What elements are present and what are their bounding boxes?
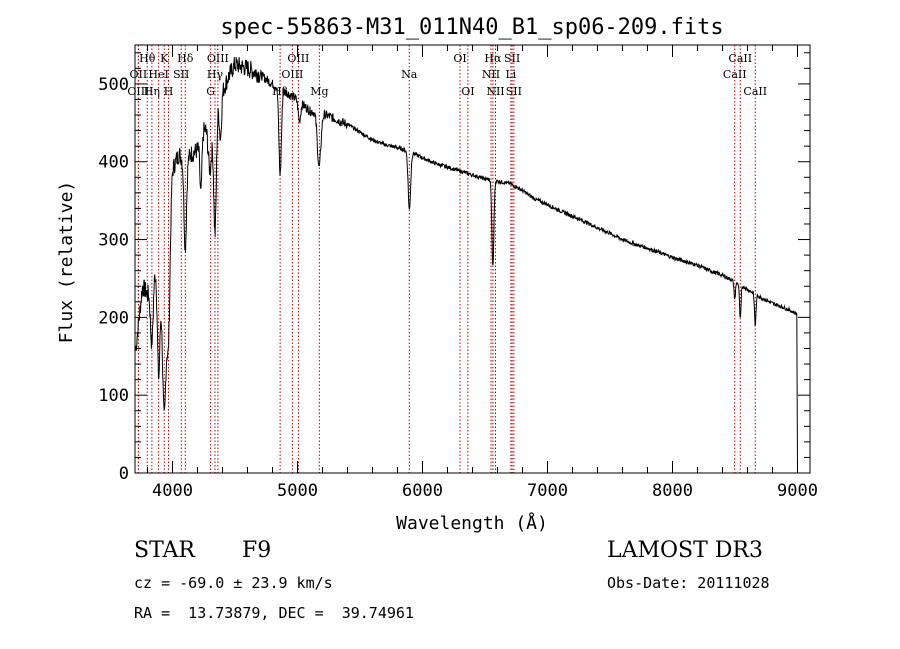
x-axis-label: Wavelength (Å) [396,512,548,534]
redshift-value: cz = -69.0 ± 23.9 km/s [134,574,333,592]
spectral-line-label: Hδ [177,52,194,65]
x-tick-label: 9000 [777,481,818,501]
plot-frame [134,44,811,474]
spectral-line-label: G [206,85,215,98]
object-subclass: F9 [242,538,272,563]
chart-title: spec-55863-M31_011N40_B1_sp06-209.fits [220,15,723,40]
coordinates: RA = 13.73879, DEC = 39.74961 [134,604,414,622]
spectral-line-label: CaII [743,85,767,98]
spectral-line-label: H [164,85,174,98]
spectral-line-label: Hγ [207,68,224,81]
x-tick-label: 5000 [277,481,318,501]
spectral-line-label: OIII [207,52,229,65]
observation-date: Obs-Date: 20111028 [607,574,770,592]
object-class: STAR [134,538,195,563]
x-tick-label: 8000 [652,481,693,501]
y-tick-label: 500 [98,75,129,95]
spectral-line-label: OIII [127,85,149,98]
y-tick-label: 100 [98,386,129,406]
spectral-line-label: CaII [728,52,752,65]
spectral-line-label: Mg [310,85,328,98]
y-tick-label: 200 [98,308,129,328]
y-tick-label: 400 [98,153,129,173]
spectral-line-label: OIII [281,68,303,81]
x-axis: 4000 5000 6000 7000 8000 9000 [147,45,818,501]
spectral-line-label: Hη [144,85,160,98]
x-tick-label: 7000 [527,481,568,501]
spectral-line-markers [137,45,756,473]
survey-name: LAMOST DR3 [607,538,763,563]
spectral-line-label: K [160,52,169,65]
spectral-line-label: NII [486,85,504,98]
spectral-line-label: OI [461,85,474,98]
spectral-line-label: OI [453,52,466,65]
x-tick-label: 6000 [402,481,443,501]
spectral-line-label: Li [505,68,516,81]
spectral-line-label: SII [504,52,520,65]
spectral-line-label: OII [130,68,148,81]
x-tick-label: 4000 [152,481,193,501]
spectral-line-label: Hθ [139,52,156,65]
spectral-line-label: OIII [287,52,309,65]
spectral-line-label: Hα [484,52,502,65]
spectral-line-label: SII [506,85,522,98]
spectral-line-label: Na [401,68,418,81]
spectral-line-label: SII [173,68,189,81]
y-tick-label: 0 [119,464,129,484]
spectral-line-label: CaII [723,68,747,81]
y-axis-label: Flux (relative) [56,181,77,344]
spectral-line-label: HeI [148,68,168,81]
y-axis: 0 100 200 300 400 500 [98,52,810,484]
spectrum-line [135,56,798,474]
spectral-line-label: NII [482,68,500,81]
y-tick-label: 300 [98,231,129,251]
